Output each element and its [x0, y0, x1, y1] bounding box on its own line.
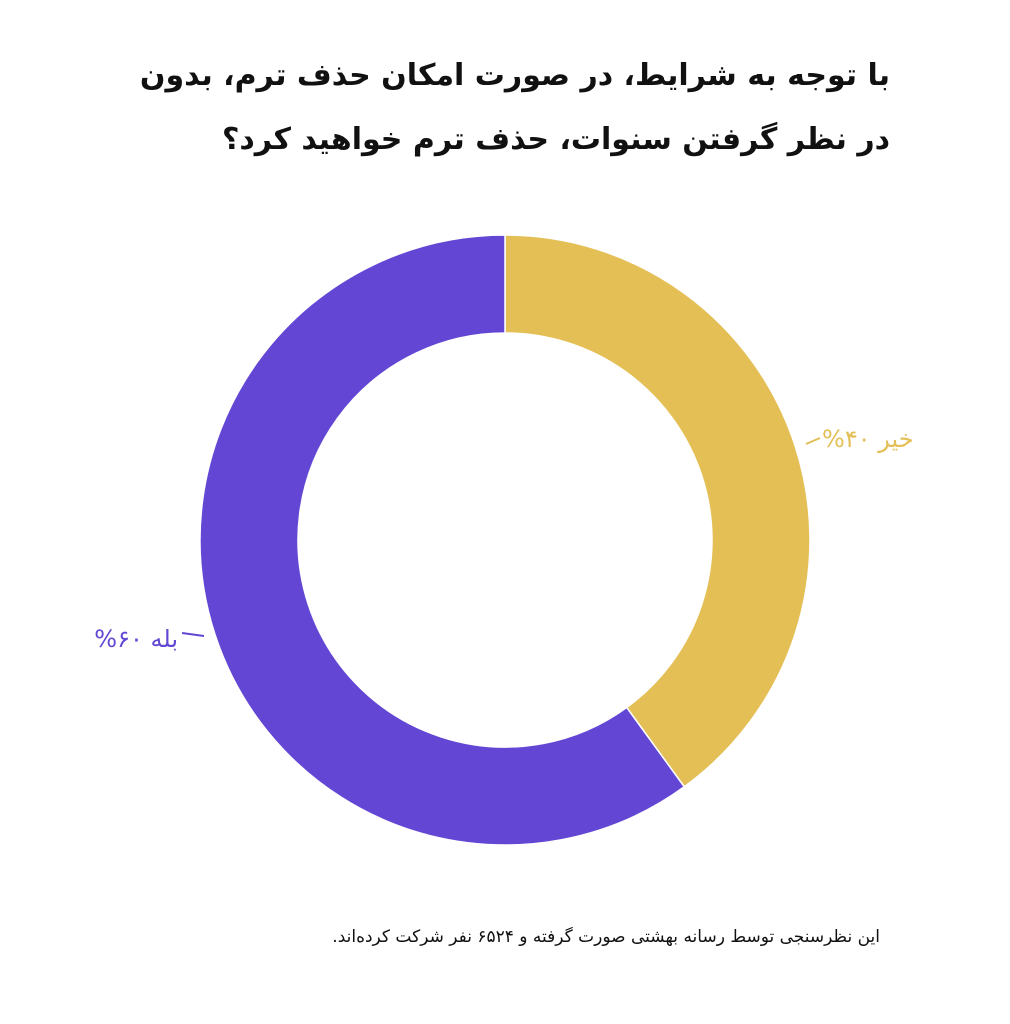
slice-leader-line-yes [181, 632, 205, 637]
survey-footnote: این نظرسنجی توسط رسانه بهشتی صورت گرفته … [332, 927, 880, 947]
slice-label-yes: بله ۶۰% [94, 625, 178, 653]
slice-label-no: خیر ۴۰% [822, 425, 914, 453]
donut-slice-no [504, 234, 811, 788]
slice-leader-line-no [805, 437, 821, 445]
chart-title-line-2: در نظر گرفتن سنوات، حذف ترم خواهید کرد؟ [221, 122, 890, 157]
donut-slice-yes [199, 234, 686, 846]
chart-title-line-1: با توجه به شرایط، در صورت امکان حذف ترم،… [139, 58, 890, 93]
